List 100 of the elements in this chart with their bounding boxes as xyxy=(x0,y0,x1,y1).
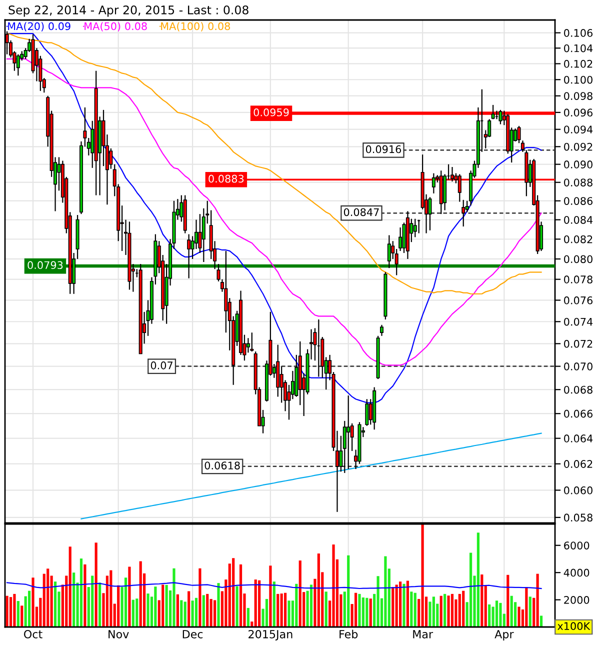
candlestick xyxy=(365,398,369,426)
bar xyxy=(447,596,450,627)
bar xyxy=(444,594,446,627)
x-tick-label: Oct xyxy=(24,630,42,638)
x-tick-label: Feb xyxy=(340,630,358,638)
bar xyxy=(80,558,83,627)
bar xyxy=(476,532,480,627)
bar xyxy=(265,598,268,627)
bar xyxy=(236,586,238,627)
bar xyxy=(239,564,242,627)
y-tick-label: 0.060 xyxy=(564,486,592,494)
bar xyxy=(406,580,410,627)
bar xyxy=(284,592,287,627)
bar xyxy=(32,578,34,627)
bar xyxy=(395,584,398,627)
ref-line-label: 0.0793 xyxy=(28,261,63,270)
bar xyxy=(310,584,313,627)
x-tick-label: Dec xyxy=(182,630,203,638)
bar xyxy=(206,594,209,627)
bar xyxy=(132,600,134,627)
y-tick-label: 0.104 xyxy=(564,44,593,52)
y-tick-label: 0.078 xyxy=(564,276,592,284)
y-tick-label: 4000 xyxy=(564,568,590,577)
bar xyxy=(6,596,8,627)
bar xyxy=(180,600,183,627)
bar xyxy=(128,566,131,627)
bar xyxy=(84,564,86,627)
candlestick xyxy=(216,263,220,282)
bar xyxy=(188,591,190,627)
y-tick-label: 6000 xyxy=(564,542,590,550)
bar xyxy=(16,601,20,627)
ref-line-label: 0.0959 xyxy=(254,108,289,116)
bar xyxy=(362,597,364,627)
chart-title: Sep 22, 2014 - Apr 20, 2015 - Last : 0.08 xyxy=(8,5,248,17)
bar xyxy=(136,598,138,627)
bar xyxy=(254,580,257,627)
bar xyxy=(347,555,350,627)
x-tick-label: Apr xyxy=(494,630,514,641)
bar xyxy=(410,592,413,627)
bar xyxy=(139,561,142,627)
bar xyxy=(217,583,220,627)
bar xyxy=(288,600,290,627)
ref-line-label: 0.07 xyxy=(150,361,173,370)
y-tick-label: 0.068 xyxy=(564,386,592,394)
line-series xyxy=(80,432,542,520)
bar xyxy=(450,594,454,627)
bar xyxy=(392,586,394,627)
bar xyxy=(202,595,205,627)
y-tick-label: 0.066 xyxy=(564,410,592,418)
bar xyxy=(54,582,57,627)
line-series xyxy=(6,32,542,294)
legend-label: MA(50) 0.08 xyxy=(84,22,147,32)
bar xyxy=(269,566,272,627)
bar xyxy=(246,608,250,627)
y-tick-label: 0.082 xyxy=(564,235,592,244)
bar xyxy=(98,582,102,627)
bar xyxy=(13,594,16,627)
bar xyxy=(110,570,112,627)
bar xyxy=(332,544,335,627)
bar xyxy=(198,568,202,627)
bar xyxy=(94,542,98,627)
bar xyxy=(258,580,261,627)
bar xyxy=(165,584,168,627)
y-tick-label: 0.086 xyxy=(564,197,592,205)
y-tick-label: 0.106 xyxy=(564,29,592,37)
candlestick xyxy=(16,54,20,76)
bar xyxy=(146,594,150,627)
y-tick-label: 0.084 xyxy=(564,216,593,224)
y-tick-label: 0.090 xyxy=(564,160,592,168)
candlestick xyxy=(413,218,417,238)
ref-line-label: 0.0916 xyxy=(366,145,402,154)
bar xyxy=(525,586,528,627)
bar xyxy=(232,558,235,627)
bar xyxy=(540,616,543,627)
bar xyxy=(298,560,302,627)
y-tick-label: 0.076 xyxy=(564,296,592,304)
bar xyxy=(194,598,198,627)
candlestick xyxy=(398,226,402,252)
bar xyxy=(398,582,402,627)
bar xyxy=(154,586,157,627)
bar xyxy=(272,582,276,627)
x-tick-label: 2015Jan xyxy=(248,630,292,640)
x-tick-label: Nov xyxy=(108,630,129,638)
bar xyxy=(480,574,484,627)
candlestick xyxy=(428,196,432,231)
bar xyxy=(9,597,12,627)
bar xyxy=(191,600,194,627)
bar xyxy=(384,556,387,627)
bar xyxy=(432,596,435,627)
bar xyxy=(506,574,510,627)
candlestick xyxy=(187,234,191,279)
bar xyxy=(162,584,164,627)
bar xyxy=(495,600,498,627)
bar xyxy=(536,574,539,627)
bar xyxy=(358,594,361,627)
y-tick-label: 0.102 xyxy=(564,60,592,68)
y-tick-label: 0.094 xyxy=(564,126,593,134)
bar xyxy=(354,592,358,627)
bar xyxy=(510,596,513,627)
bar xyxy=(68,546,72,627)
